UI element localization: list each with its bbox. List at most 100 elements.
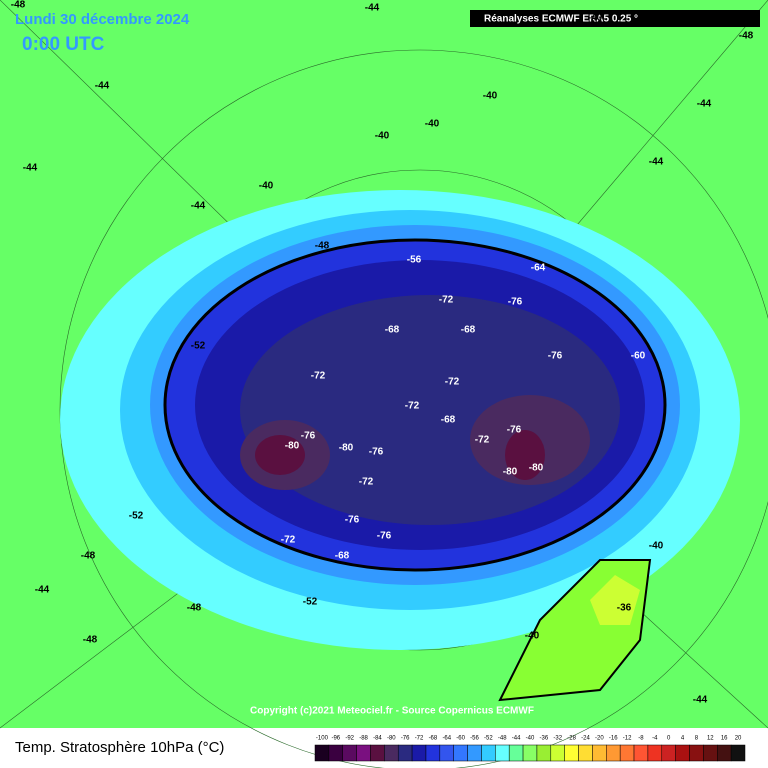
legend-swatch [439, 744, 454, 762]
contour-label: -44 [95, 81, 110, 92]
legend-tick: 4 [681, 736, 685, 742]
contour-label: -44 [365, 3, 380, 14]
contour-label: -40 [588, 13, 603, 24]
legend-swatch [647, 744, 663, 762]
warm-region [498, 559, 652, 702]
contour-label: -40 [375, 131, 390, 142]
footer-title: Temp. Stratosphère 10hPa (°C) [15, 739, 224, 756]
legend-tick: 16 [721, 736, 728, 742]
legend-swatch [717, 744, 732, 762]
legend-swatch [675, 744, 690, 762]
copyright: Copyright (c)2021 Meteociel.fr - Source … [250, 706, 534, 717]
legend-swatch [342, 744, 357, 762]
legend-swatch [703, 744, 718, 762]
contour-label: -64 [531, 263, 546, 274]
legend-swatch [370, 744, 385, 762]
legend-swatch [564, 744, 579, 762]
legend-swatch [578, 744, 593, 762]
time: 0:00 UTC [22, 34, 105, 55]
contour-label: -72 [475, 435, 490, 446]
legend-tick: -68 [429, 736, 438, 742]
contour-label: -44 [35, 585, 50, 596]
legend-tick: -100 [316, 736, 329, 742]
contour-label: -80 [339, 443, 354, 454]
contour-label: -80 [285, 441, 300, 452]
legend-swatch [356, 744, 371, 762]
legend-tick: -8 [638, 736, 644, 742]
legend-swatch [536, 744, 552, 762]
contour-label: -40 [649, 541, 664, 552]
legend-swatch [661, 744, 676, 762]
legend-swatch [384, 744, 399, 762]
legend-swatch [314, 744, 330, 762]
contour-label: -52 [303, 597, 318, 608]
legend-swatch [453, 744, 468, 762]
legend-tick: -28 [567, 736, 576, 742]
contour-label: -72 [311, 371, 326, 382]
legend-tick: -40 [526, 736, 535, 742]
source: Réanalyses ECMWF ERA5 0.25 ° [484, 14, 638, 25]
legend-tick: -88 [359, 736, 368, 742]
legend-tick: -60 [456, 736, 465, 742]
contour-label: -68 [461, 325, 476, 336]
legend-tick: 12 [707, 736, 714, 742]
legend-swatch [508, 744, 524, 762]
contour-label: -44 [23, 163, 38, 174]
date: Lundi 30 décembre 2024 [15, 11, 190, 28]
legend-tick: -44 [512, 736, 521, 742]
contour-label: -72 [405, 401, 420, 412]
contour-label: -40 [483, 91, 498, 102]
contour-label: -36 [617, 603, 632, 614]
contour-label: -76 [369, 447, 384, 458]
legend-tick: -12 [623, 736, 632, 742]
legend-tick: -48 [498, 736, 507, 742]
legend-tick: -52 [484, 736, 493, 742]
vortex [60, 190, 740, 650]
legend-swatch [522, 744, 538, 762]
legend-swatch [633, 744, 649, 762]
legend-swatch [411, 744, 427, 762]
contour-label: -76 [345, 515, 360, 526]
contour-label: -48 [187, 603, 202, 614]
legend-swatch [425, 744, 441, 762]
legend-swatch [550, 744, 565, 762]
contour-label: -76 [508, 297, 523, 308]
contour-label: -48 [83, 635, 98, 646]
legend-tick: -92 [345, 736, 354, 742]
legend-swatch [689, 744, 704, 762]
legend-swatch [397, 744, 413, 762]
contour-label: -76 [548, 351, 563, 362]
legend-swatch [606, 744, 621, 762]
contour-label: -60 [631, 351, 646, 362]
contour-label: -72 [281, 535, 296, 546]
contour-label: -76 [377, 531, 392, 542]
contour-label: -44 [693, 695, 708, 706]
legend-tick: 20 [735, 736, 742, 742]
contour-label: -44 [649, 157, 664, 168]
legend-swatch [495, 744, 510, 762]
legend-swatch [328, 744, 343, 762]
contour-label: -72 [445, 377, 460, 388]
contour-label: -72 [359, 477, 374, 488]
contour-label: -72 [439, 295, 454, 306]
contour-label: -40 [425, 119, 440, 130]
contour-label: -40 [259, 181, 274, 192]
contour-label: -52 [191, 341, 206, 352]
source-box [470, 10, 760, 27]
legend-tick: -80 [387, 736, 396, 742]
legend-swatch [619, 744, 635, 762]
contour-label: -68 [335, 551, 350, 562]
legend-tick: -64 [442, 736, 451, 742]
legend-swatch [467, 744, 482, 762]
legend-tick: -84 [373, 736, 382, 742]
contour-label: -56 [407, 255, 422, 266]
contour-label: -76 [301, 431, 316, 442]
contour-label: -48 [739, 31, 754, 42]
contour-label: -76 [507, 425, 522, 436]
legend-tick: -16 [609, 736, 618, 742]
contour-label: -48 [81, 551, 96, 562]
legend-tick: -96 [331, 736, 340, 742]
contour-label: -40 [525, 631, 540, 642]
